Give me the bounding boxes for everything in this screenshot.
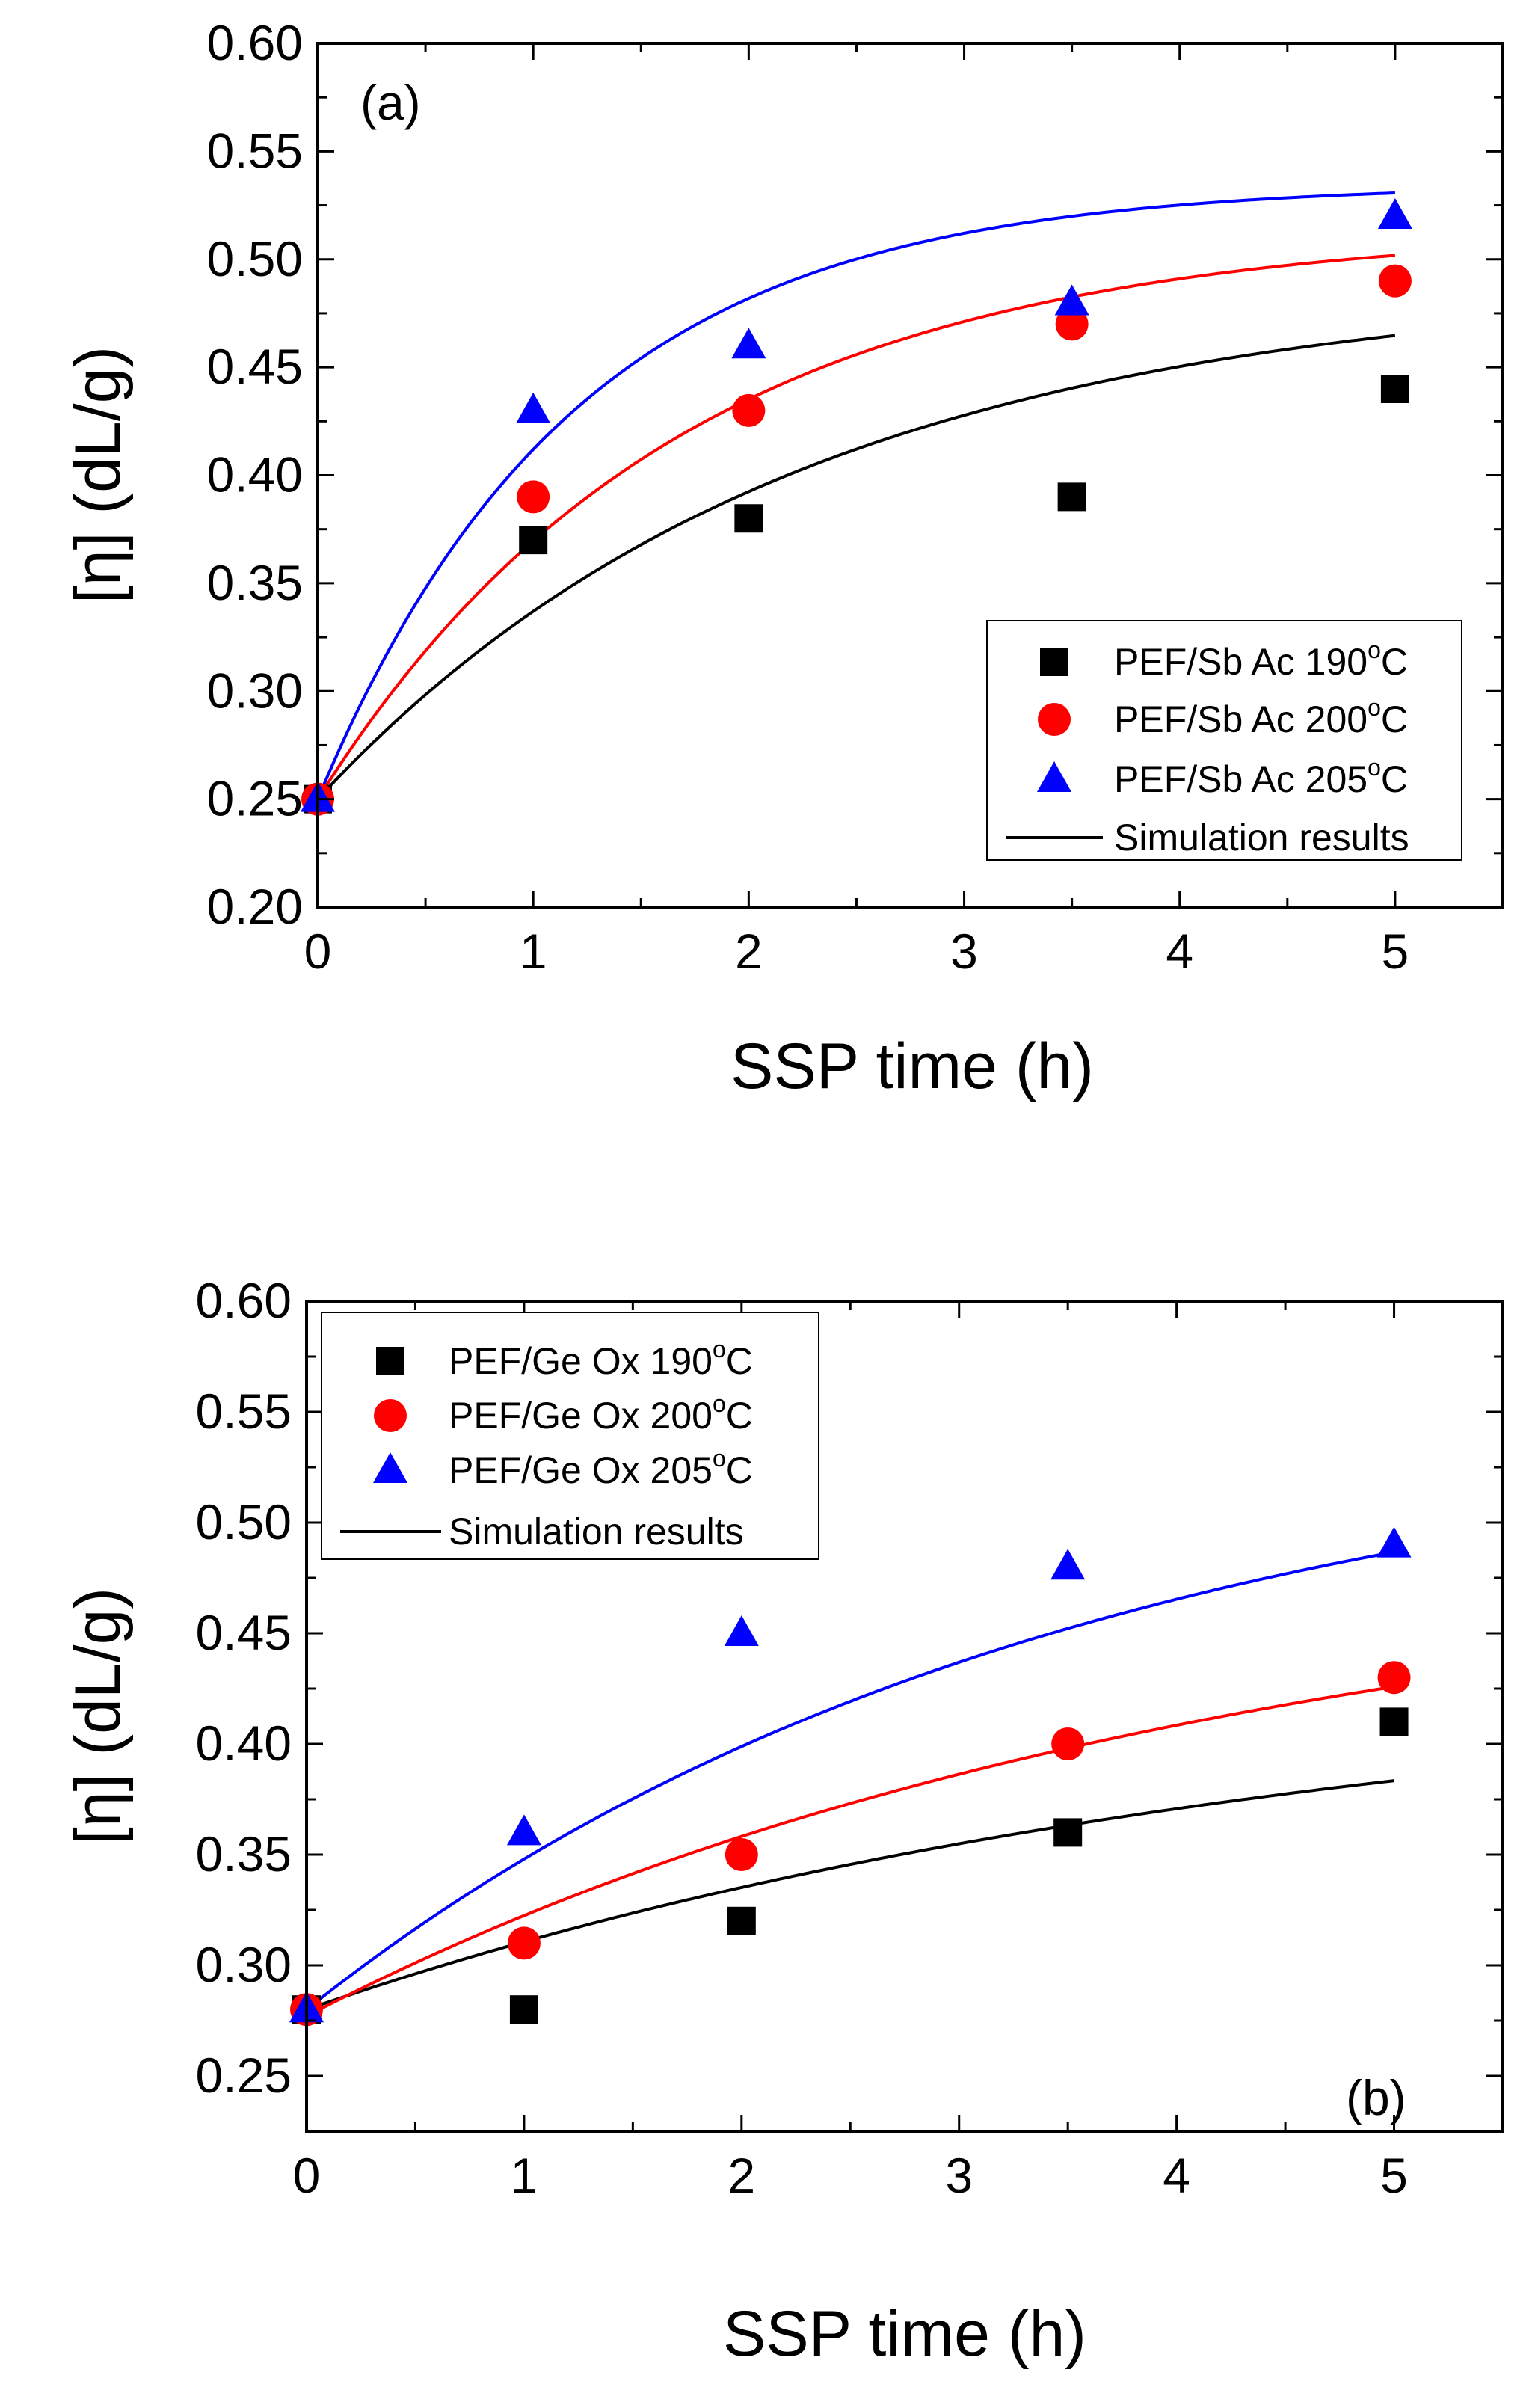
- y-tick-label: 0.55: [196, 1383, 292, 1439]
- legend-entry-190: PEF/Sb Ac 190oC: [1114, 636, 1408, 683]
- legend-symbol: [1037, 761, 1071, 792]
- data-point-s0-1: [509, 1995, 538, 2024]
- legend-entry-simulation: Simulation results: [449, 1511, 744, 1552]
- legend-symbol: [376, 1347, 404, 1375]
- y-tick-label: 0.45: [207, 339, 303, 394]
- y-tick-label: 0.60: [196, 1273, 292, 1328]
- data-point-s1-4: [1378, 264, 1412, 298]
- simulation-curve-0: [316, 334, 1396, 800]
- x-tick-label: 2: [727, 2148, 755, 2203]
- simulation-curves: [305, 1550, 1394, 2018]
- data-point-s0-3: [1053, 1818, 1083, 1847]
- y-tick-label: 0.55: [207, 123, 303, 178]
- legend-entry-205: PEF/Sb Ac 205oC: [1114, 754, 1408, 800]
- simulation-curve-2: [305, 1550, 1394, 2011]
- data-point-s0-1: [519, 526, 548, 555]
- simulation-curve-1: [316, 254, 1396, 800]
- axis-ticks: 0 1 2 3 4 5 0.20 0.25 0.30 0.35 0.40 0.45 0.50 0.55 0.…: [207, 15, 1504, 979]
- y-tick-label: 0.40: [207, 447, 303, 503]
- x-axis-title: SSP time (h): [723, 2298, 1086, 2370]
- data-point-s0-2: [734, 504, 763, 533]
- y-tick-label: 0.30: [207, 663, 303, 718]
- legend-entry-simulation: Simulation results: [1114, 817, 1409, 859]
- simulation-curve-1: [306, 1685, 1394, 2018]
- data-point-s2-4: [1377, 198, 1412, 229]
- legend-marker-205: [1037, 761, 1071, 792]
- legend-entry-190: PEF/Ge Ox 190oC: [449, 1336, 753, 1382]
- data-point-s2-2: [731, 328, 766, 359]
- legend-symbol: [1038, 703, 1071, 736]
- simulation-curve-0: [306, 1779, 1394, 2012]
- y-tick-label: 0.40: [196, 1716, 292, 1771]
- data-point-s1-2: [725, 1838, 758, 1871]
- simulation-curves: [316, 191, 1396, 800]
- data-point-s1-1: [517, 480, 550, 514]
- data-point-s2-4: [1376, 1526, 1412, 1558]
- y-tick-label: 0.50: [207, 231, 303, 286]
- y-tick-label: 0.20: [207, 879, 303, 934]
- legend-marker-200: [1038, 703, 1071, 736]
- y-tick-label: 0.25: [196, 2048, 292, 2103]
- x-tick-label: 5: [1380, 2148, 1408, 2203]
- data-point-s0-3: [1057, 482, 1086, 512]
- y-tick-label: 0.35: [207, 555, 303, 610]
- legend-entry-200: PEF/Sb Ac 200oC: [1114, 694, 1408, 740]
- data-point-s1-1: [507, 1926, 541, 1960]
- y-tick-label: 0.30: [196, 1937, 292, 1992]
- y-axis-title: [η] (dL/g): [62, 346, 134, 603]
- x-tick-label: 3: [945, 2148, 973, 2203]
- legend-symbol: [373, 1452, 407, 1483]
- data-point-s0-4: [1379, 1707, 1409, 1736]
- data-point-s2-3: [1054, 284, 1089, 316]
- chart-panel-b: 0 1 2 3 4 5 0.25 0.30 0.35 0.40 0.45 0.50 0.55 0.60 (…: [62, 1273, 1504, 2370]
- legend-marker-190: [1040, 648, 1068, 676]
- x-tick-label: 0: [293, 2148, 321, 2203]
- data-point-s0-4: [1380, 375, 1409, 403]
- legend-marker-200: [374, 1399, 407, 1432]
- x-tick-label: 4: [1166, 924, 1193, 979]
- legend-entry-200: PEF/Ge Ox 200oC: [449, 1390, 753, 1437]
- y-tick-label: 0.35: [196, 1826, 292, 1882]
- x-tick-label: 5: [1382, 924, 1409, 979]
- x-axis-title: SSP time (h): [730, 1031, 1094, 1102]
- panel-label: (a): [360, 75, 421, 130]
- x-tick-label: 0: [304, 924, 332, 979]
- data-point-s1-4: [1377, 1661, 1411, 1695]
- y-tick-label: 0.45: [196, 1605, 292, 1660]
- x-tick-label: 4: [1163, 2148, 1190, 2203]
- chart-panel-a: 0 1 2 3 4 5 0.20 0.25 0.30 0.35 0.40 0.45 0.50 0.55 0.…: [62, 15, 1504, 1102]
- data-points: [289, 1526, 1412, 2027]
- legend: PEF/Ge Ox 190oC PEF/Ge Ox 200oC PEF/Ge O…: [321, 1312, 819, 1560]
- y-tick-label: 0.60: [207, 15, 303, 70]
- legend: PEF/Sb Ac 190oC PEF/Sb Ac 200oC PEF/Sb A…: [986, 620, 1462, 861]
- legend-symbol: [1040, 648, 1068, 676]
- x-tick-label: 2: [735, 924, 763, 979]
- legend-symbol: [374, 1399, 407, 1432]
- y-tick-label: 0.50: [196, 1494, 292, 1549]
- x-tick-label: 1: [511, 2148, 538, 2203]
- legend-entry-205: PEF/Ge Ox 205oC: [449, 1445, 753, 1491]
- data-point-s1-3: [1051, 1727, 1085, 1760]
- data-points: [301, 198, 1412, 816]
- simulation-curve-2: [316, 191, 1395, 800]
- axis-ticks: 0 1 2 3 4 5 0.25 0.30 0.35 0.40 0.45 0.50 0.55 0.60: [196, 1273, 1504, 2203]
- data-point-s1-2: [732, 393, 766, 427]
- data-point-s2-1: [516, 392, 551, 423]
- x-tick-label: 1: [520, 924, 547, 979]
- y-tick-label: 0.25: [207, 771, 303, 826]
- data-point-s0-2: [727, 1906, 756, 1935]
- legend-marker-205: [373, 1452, 407, 1483]
- x-tick-label: 3: [950, 924, 978, 979]
- data-point-s2-2: [724, 1615, 759, 1646]
- legend-marker-190: [376, 1347, 404, 1375]
- plot-frame: [305, 1300, 1504, 2133]
- panel-label: (b): [1346, 2070, 1406, 2125]
- y-axis-title: [η] (dL/g): [62, 1588, 134, 1845]
- data-point-s2-3: [1050, 1549, 1086, 1580]
- data-point-s2-1: [506, 1814, 541, 1846]
- data-point-s1-3: [1055, 307, 1089, 341]
